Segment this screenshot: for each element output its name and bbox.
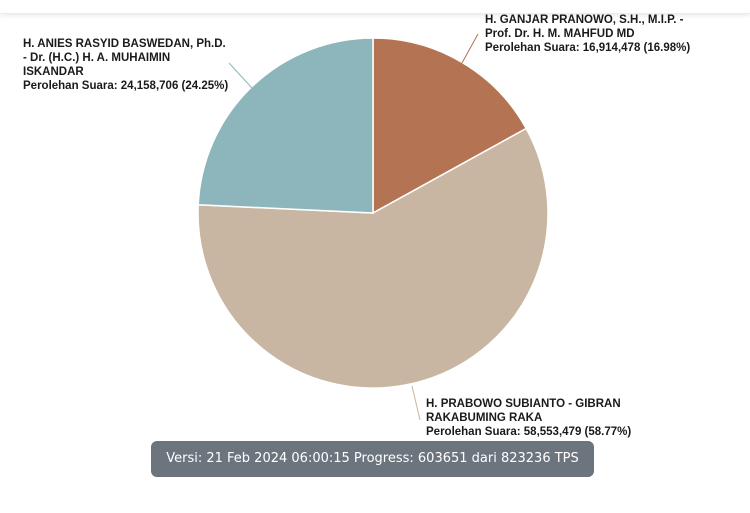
label-votes: Perolehan Suara: 24,158,706 (24.25%) [23,80,229,92]
label-votes: Perolehan Suara: 58,553,479 (58.77%) [426,426,632,438]
top-bar [0,0,750,14]
label-name-line: Prof. Dr. H. M. MAHFUD MD [485,28,635,40]
slice-label-anies: H. ANIES RASYID BASWEDAN, Ph.D. - Dr. (H… [23,37,228,93]
pie-slice-prabowo-gibran[interactable] [197,127,549,389]
label-name-line: RAKABUMING RAKA [426,412,543,424]
progress-status-badge: Versi: 21 Feb 2024 06:00:15 Progress: 60… [151,441,594,502]
leader-line-anies [228,62,253,89]
label-name-line: H. ANIES RASYID BASWEDAN, Ph.D. [23,38,226,50]
leader-line-prabowo [411,385,421,421]
leader-line-ganjar [461,33,479,64]
slice-label-prabowo: H. PRABOWO SUBIANTO - GIBRAN RAKABUMING … [426,397,631,439]
label-name-line: ISKANDAR [23,66,84,78]
pie-chart [197,33,549,421]
label-name-line: H. GANJAR PRANOWO, S.H., M.I.P. - [485,14,684,26]
label-name-line: H. PRABOWO SUBIANTO - GIBRAN [426,398,621,410]
slice-label-ganjar: H. GANJAR PRANOWO, S.H., M.I.P. - Prof. … [485,13,690,55]
pie-slice-anies-muhaimin[interactable] [197,37,374,214]
label-votes: Perolehan Suara: 16,914,478 (16.98%) [485,42,691,54]
label-name-line: - Dr. (H.C.) H. A. MUHAIMIN [23,52,171,64]
